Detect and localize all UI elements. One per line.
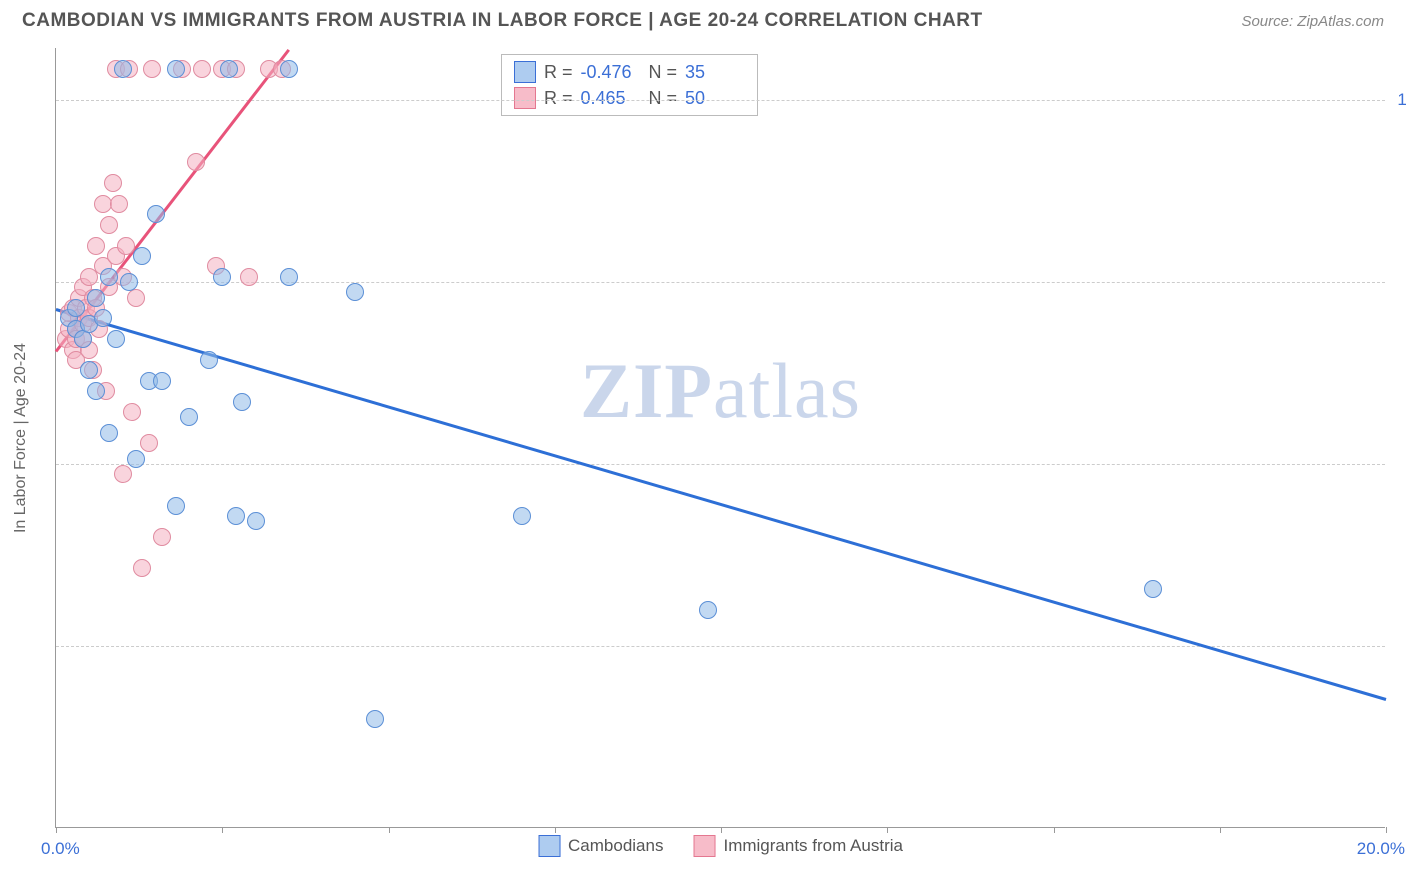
data-point — [180, 408, 198, 426]
data-point — [280, 268, 298, 286]
data-point — [699, 601, 717, 619]
y-tick-label: 100.0% — [1397, 90, 1406, 110]
y-axis-title: In Labor Force | Age 20-24 — [12, 342, 30, 532]
data-point — [153, 372, 171, 390]
data-point — [1144, 580, 1162, 598]
data-point — [213, 268, 231, 286]
x-tick — [1220, 827, 1221, 833]
x-tick — [555, 827, 556, 833]
data-point — [117, 237, 135, 255]
legend-n-label: N = — [649, 88, 678, 109]
watermark-part2: atlas — [713, 347, 861, 434]
data-point — [120, 273, 138, 291]
legend-label: Immigrants from Austria — [723, 836, 903, 856]
data-point — [200, 351, 218, 369]
x-tick — [887, 827, 888, 833]
x-tick — [222, 827, 223, 833]
x-label-left: 0.0% — [41, 839, 80, 859]
data-point — [140, 434, 158, 452]
legend-item: Cambodians — [538, 835, 663, 857]
gridline-h — [56, 646, 1385, 647]
watermark-part1: ZIP — [580, 347, 713, 434]
series-legend: Cambodians Immigrants from Austria — [538, 835, 903, 857]
chart-source: Source: ZipAtlas.com — [1241, 13, 1384, 30]
x-tick — [1386, 827, 1387, 833]
data-point — [74, 330, 92, 348]
legend-swatch — [514, 87, 536, 109]
data-point — [94, 309, 112, 327]
data-point — [67, 299, 85, 317]
legend-r-value: -0.476 — [581, 62, 641, 83]
data-point — [127, 450, 145, 468]
data-point — [227, 507, 245, 525]
legend-swatch — [514, 61, 536, 83]
data-point — [240, 268, 258, 286]
data-point — [167, 60, 185, 78]
data-point — [346, 283, 364, 301]
chart-title: CAMBODIAN VS IMMIGRANTS FROM AUSTRIA IN … — [22, 10, 983, 32]
legend-r-label: R = — [544, 88, 573, 109]
chart-header: CAMBODIAN VS IMMIGRANTS FROM AUSTRIA IN … — [0, 0, 1406, 38]
data-point — [100, 424, 118, 442]
trend-line — [56, 308, 1387, 701]
data-point — [366, 710, 384, 728]
correlation-legend: R = -0.476 N = 35 R = 0.465 N = 50 — [501, 54, 758, 116]
legend-n-value: 35 — [685, 62, 745, 83]
data-point — [513, 507, 531, 525]
legend-row: R = 0.465 N = 50 — [512, 85, 747, 111]
legend-n-label: N = — [649, 62, 678, 83]
x-tick — [721, 827, 722, 833]
data-point — [104, 174, 122, 192]
x-tick — [389, 827, 390, 833]
data-point — [114, 465, 132, 483]
data-point — [133, 247, 151, 265]
data-point — [87, 289, 105, 307]
legend-swatch — [693, 835, 715, 857]
data-point — [143, 60, 161, 78]
data-point — [114, 60, 132, 78]
data-point — [193, 60, 211, 78]
legend-item: Immigrants from Austria — [693, 835, 903, 857]
data-point — [233, 393, 251, 411]
data-point — [153, 528, 171, 546]
data-point — [80, 361, 98, 379]
gridline-h — [56, 464, 1385, 465]
legend-r-value: 0.465 — [581, 88, 641, 109]
data-point — [87, 237, 105, 255]
data-point — [187, 153, 205, 171]
legend-n-value: 50 — [685, 88, 745, 109]
data-point — [280, 60, 298, 78]
x-tick — [56, 827, 57, 833]
data-point — [100, 268, 118, 286]
legend-row: R = -0.476 N = 35 — [512, 59, 747, 85]
data-point — [110, 195, 128, 213]
data-point — [247, 512, 265, 530]
data-point — [107, 330, 125, 348]
legend-swatch — [538, 835, 560, 857]
x-label-right: 20.0% — [1357, 839, 1405, 859]
x-tick — [1054, 827, 1055, 833]
correlation-chart: In Labor Force | Age 20-24 ZIPatlas R = … — [55, 48, 1385, 828]
data-point — [127, 289, 145, 307]
gridline-h — [56, 100, 1385, 101]
data-point — [100, 216, 118, 234]
data-point — [133, 559, 151, 577]
legend-r-label: R = — [544, 62, 573, 83]
watermark: ZIPatlas — [580, 346, 861, 436]
data-point — [147, 205, 165, 223]
data-point — [123, 403, 141, 421]
data-point — [220, 60, 238, 78]
legend-label: Cambodians — [568, 836, 663, 856]
data-point — [94, 195, 112, 213]
data-point — [167, 497, 185, 515]
data-point — [87, 382, 105, 400]
